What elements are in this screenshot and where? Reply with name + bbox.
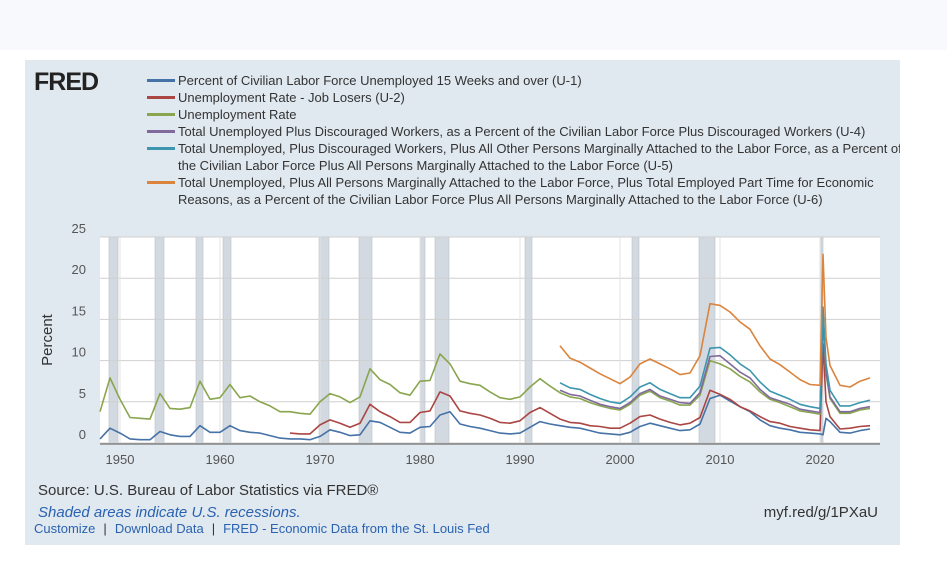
y-tick-label: 20: [72, 262, 86, 277]
recession-note: Shaded areas indicate U.S. recessions.: [38, 504, 301, 521]
legend-entry: Unemployment Rate: [147, 106, 900, 123]
x-tick-label: 1970: [306, 452, 335, 467]
x-tick-label: 2000: [606, 452, 635, 467]
legend: Percent of Civilian Labor Force Unemploy…: [147, 72, 900, 208]
legend-entry: Total Unemployed, Plus Discouraged Worke…: [147, 140, 900, 174]
y-axis-label: Percent: [39, 313, 56, 366]
legend-swatch: [147, 181, 175, 184]
y-tick-label: 0: [79, 427, 86, 442]
series-line: [99, 394, 871, 441]
top-band: [0, 0, 947, 50]
source: Source: U.S. Bureau of Labor Statistics …: [38, 482, 378, 499]
recession-band: [108, 236, 119, 444]
x-tick-label: 1990: [506, 452, 535, 467]
x-tick-label: 1950: [106, 452, 135, 467]
y-tick-label: 25: [72, 221, 86, 236]
series-line: [99, 320, 871, 420]
legend-swatch: [147, 130, 175, 133]
link[interactable]: Customize: [34, 521, 96, 536]
legend-swatch: [147, 79, 175, 82]
x-tick-label: 2010: [706, 452, 735, 467]
x-tick-label: 1960: [206, 452, 235, 467]
link-separator: |: [103, 521, 107, 536]
logo: FRED: [34, 68, 99, 96]
plot-area: [100, 237, 880, 443]
recession-band: [222, 236, 232, 444]
legend-label: Total Unemployed Plus Discouraged Worker…: [178, 124, 866, 139]
legend-entry: Total Unemployed, Plus All Persons Margi…: [147, 174, 900, 208]
legend-swatch: [147, 113, 175, 116]
short-url: myf.red/g/1PXaU: [764, 504, 878, 521]
y-tick-label: 10: [72, 345, 86, 360]
series-line: [559, 253, 871, 388]
link[interactable]: FRED - Economic Data from the St. Louis …: [223, 521, 490, 536]
series-line: [289, 343, 871, 435]
recession-band: [154, 236, 165, 444]
legend-swatch: [147, 147, 175, 150]
legend-label: Unemployment Rate: [178, 107, 297, 122]
recession-band: [631, 236, 640, 444]
legend-label: Unemployment Rate - Job Losers (U-2): [178, 90, 405, 105]
series-line: [559, 306, 871, 410]
x-tick-label: 2020: [806, 452, 835, 467]
x-tick-label: 1980: [406, 452, 435, 467]
recession-band: [195, 236, 204, 444]
legend-entry: Percent of Civilian Labor Force Unemploy…: [147, 72, 900, 89]
y-tick-label: 5: [79, 386, 86, 401]
legend-label: Total Unemployed, Plus Discouraged Worke…: [178, 141, 900, 173]
legend-entry: Total Unemployed Plus Discouraged Worker…: [147, 123, 900, 140]
legend-label: Percent of Civilian Labor Force Unemploy…: [178, 73, 582, 88]
legend-swatch: [147, 96, 175, 99]
legend-entry: Unemployment Rate - Job Losers (U-2): [147, 89, 900, 106]
y-tick-label: 15: [72, 303, 86, 318]
links: Customize | Download Data | FRED - Economic …: [34, 521, 490, 536]
legend-label: Total Unemployed, Plus All Persons Margi…: [178, 175, 874, 207]
link-separator: |: [211, 521, 216, 536]
link[interactable]: Download Data: [114, 521, 204, 536]
